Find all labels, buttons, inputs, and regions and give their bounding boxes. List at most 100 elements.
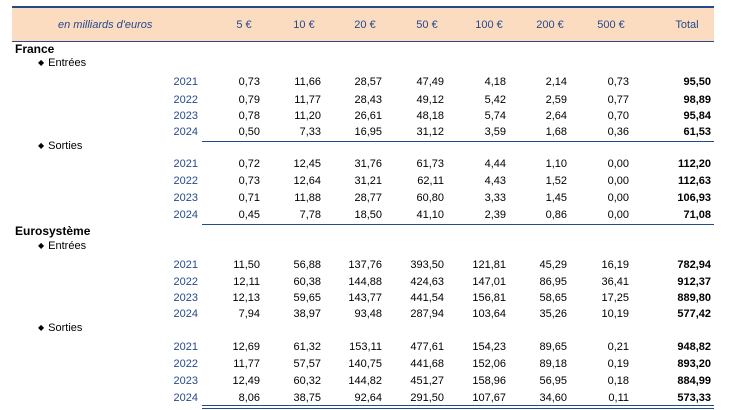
value-cell: 2,39	[484, 209, 506, 221]
column-header-10-euro: 10 €	[293, 19, 315, 31]
table-row: 2024 7,94 38,97 93,48 287,94 103,64 35,26 10,19…	[0, 307, 730, 323]
value-cell: 0,11	[608, 392, 629, 404]
value-cell: 31,12	[416, 126, 444, 138]
section-title: Eurosystème	[15, 224, 91, 238]
value-cell: 89,18	[539, 358, 567, 370]
value-cell: 2,59	[545, 94, 567, 106]
total-cell: 95,50	[683, 76, 711, 88]
value-cell: 144,88	[348, 276, 382, 288]
value-cell: 393,50	[410, 259, 444, 271]
value-cell: 287,94	[410, 308, 444, 320]
value-cell: 18,50	[354, 209, 382, 221]
value-cell: 0,77	[607, 94, 629, 106]
table-row: 2023 0,78 11,20 26,61 48,18 5,74 2,64 0,70 95,84	[0, 109, 730, 125]
value-cell: 58,65	[539, 292, 567, 304]
value-cell: 60,32	[293, 375, 321, 387]
total-cell: 112,63	[677, 175, 711, 187]
table-row: 2021 11,50 56,88 137,76 393,50 121,81 45,29 16,…	[0, 258, 730, 274]
value-cell: 7,94	[238, 308, 260, 320]
value-cell: 93,48	[354, 308, 382, 320]
value-cell: 35,26	[539, 308, 567, 320]
total-cell: 884,99	[677, 375, 711, 387]
value-cell: 11,77	[233, 358, 260, 370]
total-cell: 577,42	[677, 308, 711, 320]
value-cell: 0,00	[607, 158, 629, 170]
value-cell: 49,12	[416, 94, 444, 106]
total-cell: 61,53	[683, 126, 711, 138]
value-cell: 60,80	[416, 192, 444, 204]
value-cell: 3,59	[484, 126, 506, 138]
value-cell: 107,67	[472, 392, 506, 404]
section-title: France	[15, 42, 55, 56]
table-row: 2022 12,11 60,38 144,88 424,63 147,01 86,95 36,…	[0, 275, 730, 291]
value-cell: 424,63	[410, 276, 444, 288]
value-cell: 0,73	[238, 76, 260, 88]
value-cell: 16,95	[354, 126, 382, 138]
value-cell: 0,86	[545, 209, 567, 221]
value-cell: 16,19	[601, 259, 629, 271]
value-cell: 0,71	[238, 192, 260, 204]
value-cell: 34,60	[539, 392, 567, 404]
diamond-bullet-icon: ◆	[38, 141, 45, 150]
value-cell: 56,88	[293, 259, 321, 271]
total-cell: 106,93	[677, 192, 711, 204]
value-cell: 11,50	[233, 259, 260, 271]
group-label-text: Sorties	[48, 322, 83, 334]
value-cell: 12,64	[293, 175, 321, 187]
diamond-bullet-icon: ◆	[38, 58, 45, 67]
unit-label: en milliards d'euros	[58, 19, 153, 31]
value-cell: 0,70	[607, 110, 629, 122]
value-cell: 28,57	[354, 76, 382, 88]
group-label-text: Sorties	[48, 140, 83, 152]
year-cell: 2021	[173, 158, 198, 170]
value-cell: 11,77	[294, 94, 321, 106]
value-cell: 38,97	[293, 308, 321, 320]
group-label: ◆ Entrées	[38, 57, 86, 69]
value-cell: 154,23	[472, 341, 506, 353]
value-cell: 152,06	[472, 358, 506, 370]
total-cell: 98,89	[683, 94, 711, 106]
value-cell: 17,25	[601, 292, 629, 304]
section-rule	[202, 141, 714, 142]
year-cell: 2024	[173, 392, 198, 404]
value-cell: 31,76	[354, 158, 382, 170]
value-cell: 158,96	[472, 375, 506, 387]
total-cell: 782,94	[677, 259, 711, 271]
value-cell: 59,65	[293, 292, 321, 304]
column-header-20-euro: 20 €	[354, 19, 376, 31]
year-cell: 2021	[173, 341, 198, 353]
value-cell: 12,13	[232, 292, 260, 304]
table-row: 2023 12,13 59,65 143,77 441,54 156,81 58,65 17,…	[0, 291, 730, 307]
table-row: 2024 0,45 7,78 18,50 41,10 2,39 0,86 0,00 71,08	[0, 208, 730, 224]
value-cell: 477,61	[410, 341, 444, 353]
value-cell: 4,43	[484, 175, 506, 187]
value-cell: 56,95	[539, 375, 567, 387]
value-cell: 41,10	[416, 209, 444, 221]
value-cell: 0,72	[238, 158, 260, 170]
total-cell: 112,20	[677, 158, 711, 170]
table-row: 2022 11,77 57,57 140,75 441,68 152,06 89,18 0,1…	[0, 357, 730, 373]
value-cell: 0,19	[607, 358, 629, 370]
value-cell: 0,79	[238, 94, 260, 106]
value-cell: 441,54	[410, 292, 444, 304]
value-cell: 7,78	[299, 209, 321, 221]
value-cell: 2,64	[545, 110, 567, 122]
value-cell: 0,00	[607, 192, 629, 204]
year-cell: 2023	[173, 192, 198, 204]
total-cell: 889,80	[677, 292, 711, 304]
value-cell: 143,77	[348, 292, 382, 304]
value-cell: 291,50	[410, 392, 444, 404]
value-cell: 12,69	[232, 341, 260, 353]
value-cell: 38,75	[293, 392, 321, 404]
year-cell: 2023	[173, 292, 198, 304]
value-cell: 156,81	[472, 292, 506, 304]
total-cell: 948,82	[677, 341, 711, 353]
value-cell: 36,41	[601, 276, 629, 288]
year-cell: 2022	[173, 276, 198, 288]
table-header: en milliards d'euros 5 € 10 € 20 € 50 € …	[12, 6, 714, 41]
value-cell: 0,73	[607, 76, 629, 88]
table-row: 2022 0,73 12,64 31,21 62,11 4,43 1,52 0,00 112,6…	[0, 174, 730, 190]
value-cell: 86,95	[539, 276, 567, 288]
year-cell: 2024	[173, 209, 198, 221]
